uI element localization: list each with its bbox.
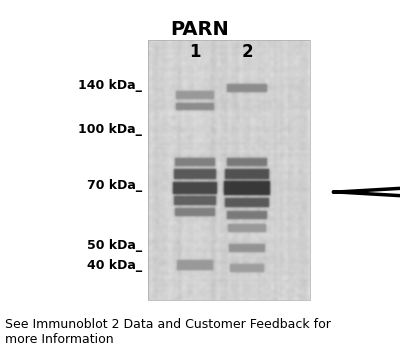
Text: 100 kDa_: 100 kDa_ <box>78 123 142 136</box>
Text: 70 kDa_: 70 kDa_ <box>87 179 142 192</box>
Text: 140 kDa_: 140 kDa_ <box>78 78 142 91</box>
Text: 50 kDa_: 50 kDa_ <box>87 238 142 252</box>
Bar <box>148 40 310 300</box>
Text: 1: 1 <box>189 43 201 61</box>
Text: PARN: PARN <box>171 20 229 39</box>
Text: 40 kDa_: 40 kDa_ <box>87 258 142 272</box>
Text: 2: 2 <box>241 43 253 61</box>
Text: See Immunoblot 2 Data and Customer Feedback for
more Information: See Immunoblot 2 Data and Customer Feedb… <box>5 318 331 346</box>
